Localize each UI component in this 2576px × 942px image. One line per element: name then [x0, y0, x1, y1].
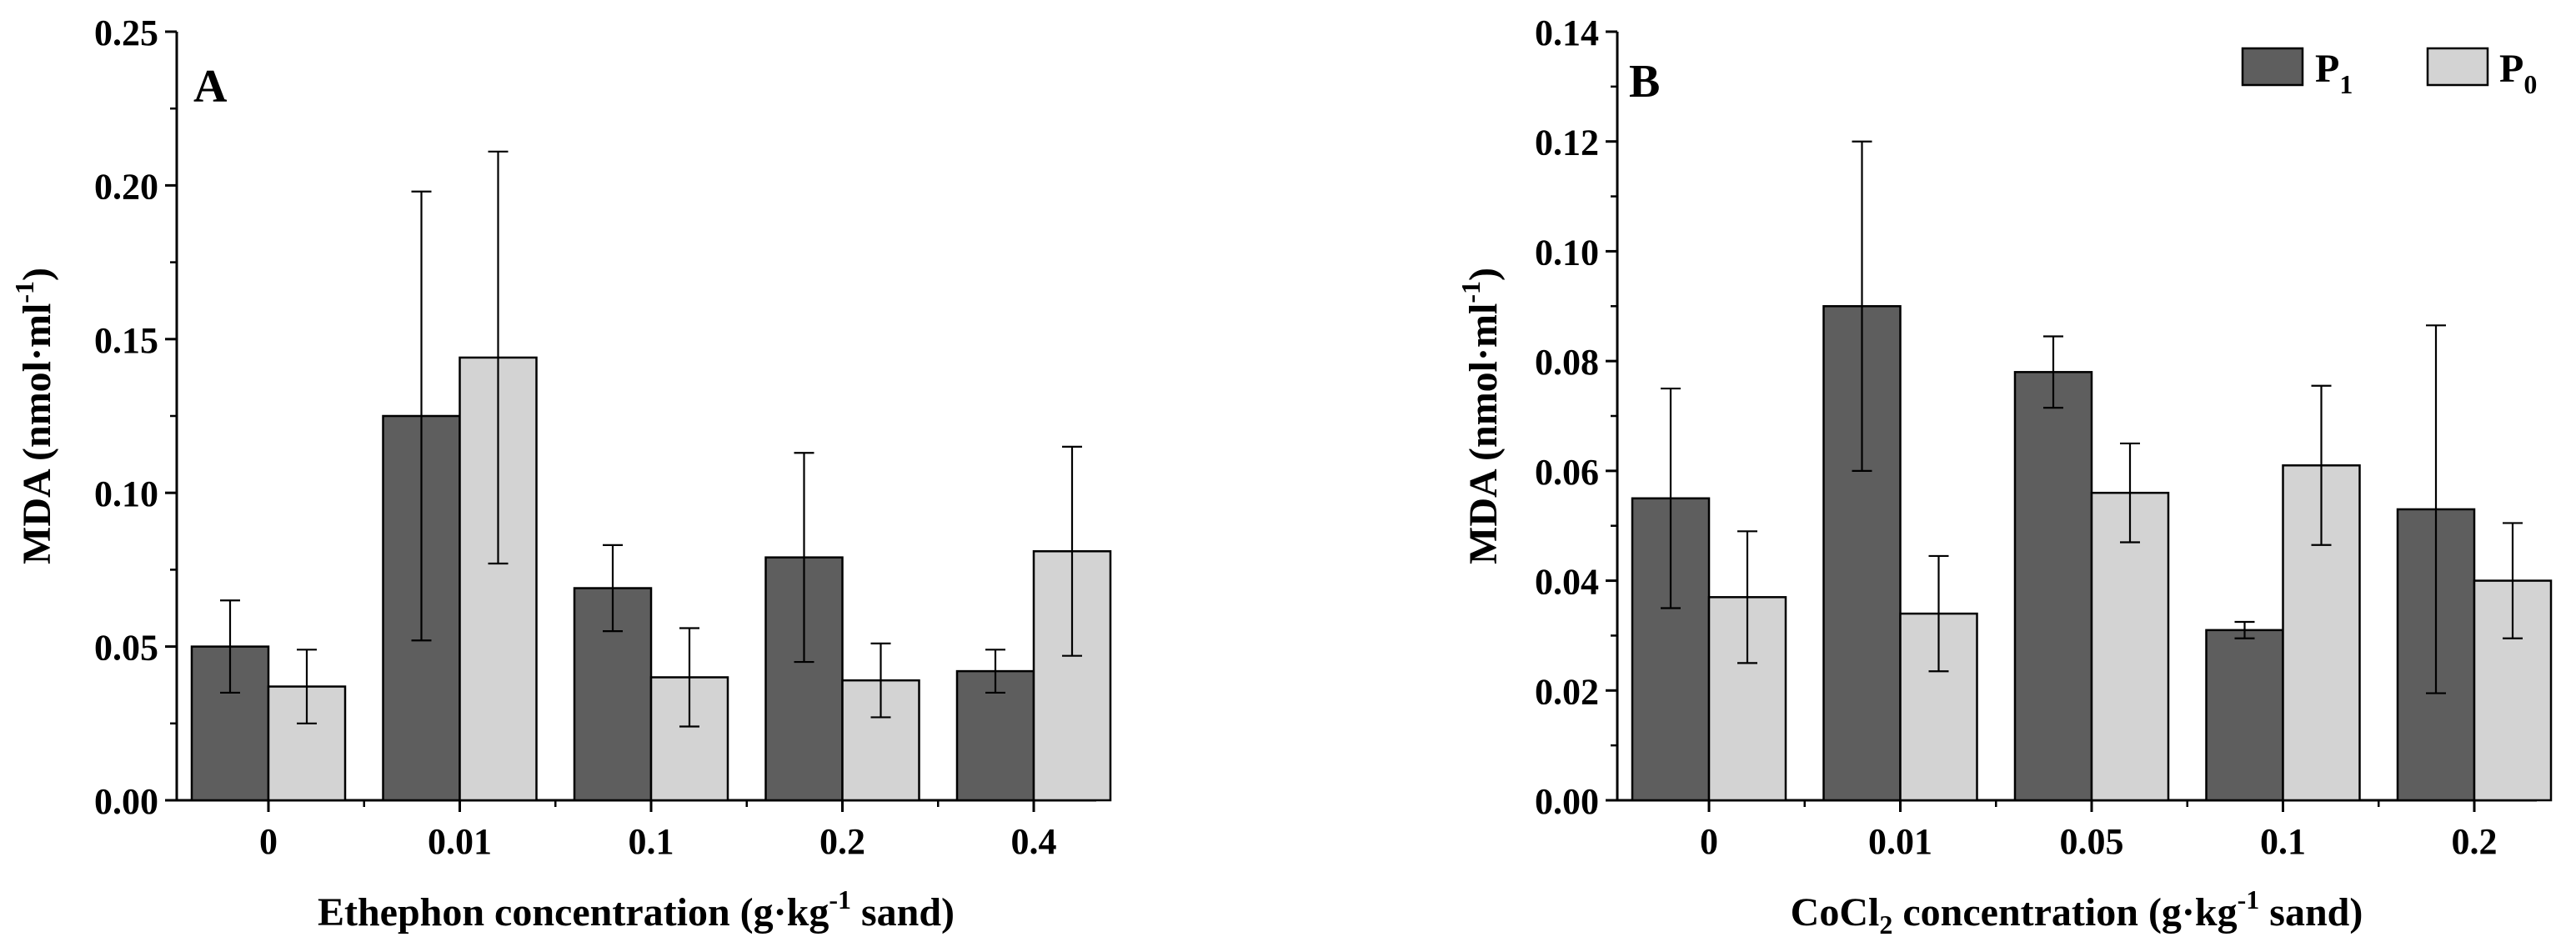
panel-b-x-tick-label: 0.05 [2060, 821, 2124, 862]
panel-a-x-axis-title: Ethephon concentration (g·kg-1 sand) [318, 884, 955, 934]
panel-b-error-bar-p1 [1852, 140, 1872, 472]
panel-a-error-bar-p0 [297, 649, 317, 724]
panel-b-x-tick-label: 0.2 [2452, 821, 2498, 862]
legend-label-p0: P0 [2499, 47, 2537, 99]
panel-b-error-bar-p0 [2503, 522, 2523, 639]
legend-swatch-p1 [2241, 47, 2304, 87]
panel-b-y-tick-label: 0.00 [1535, 781, 1599, 822]
panel-b-label: B [1629, 56, 1660, 108]
panel-b-y-tick-label: 0.02 [1535, 671, 1599, 712]
panel-b-chart: B MDA (nmol·ml-1) CoCl2 concentration (g… [1456, 13, 2553, 939]
panel-a-label: A [193, 61, 228, 113]
panel-a-error-bar-p1 [220, 599, 240, 694]
panel-b-x-tick-label: 0.01 [1868, 821, 1932, 862]
panel-b-error-bar-p0 [1737, 530, 1757, 664]
panel-a-x-tick-label: 0 [259, 821, 278, 862]
panel-b-bar-p1 [2205, 629, 2284, 802]
legend-label-p1: P1 [2315, 47, 2353, 99]
panel-b-y-tick-label: 0.10 [1535, 232, 1599, 273]
panel-b-x-axis-title: CoCl2 concentration (g·kg-1 sand) [1791, 884, 2363, 939]
panel-a-error-bar-p0 [488, 150, 509, 565]
panel-a-error-bar-p1 [985, 649, 1005, 694]
panel-a-bar-p0 [267, 685, 347, 802]
panel-a-y-axis-title: MDA (nmol·ml-1) [9, 268, 59, 564]
panel-a-error-bar-p1 [794, 452, 814, 664]
legend-swatch-p0 [2426, 47, 2489, 87]
panel-b-y-tick-label: 0.06 [1535, 452, 1599, 493]
panel-a-x-tick-label: 0.2 [819, 821, 865, 862]
panel-b-y-tick-label: 0.08 [1535, 342, 1599, 383]
panel-a-y-tick-label: 0.10 [94, 474, 158, 514]
panel-a-y-tick-label: 0.25 [94, 13, 158, 53]
panel-a-x-tick-label: 0.1 [629, 821, 674, 862]
panel-a-error-bar-p0 [1062, 445, 1082, 657]
panel-b-error-bar-p1 [2426, 324, 2446, 694]
panel-b-x-tick-label: 0 [1700, 821, 1718, 862]
panel-b-error-bar-p1 [2043, 335, 2063, 409]
panel-a-y-tick-label: 0.05 [94, 628, 158, 669]
panel-b-x-tick-label: 0.1 [2260, 821, 2306, 862]
legend: P1 P0 [2241, 47, 2537, 99]
panel-a-y-tick-label: 0.15 [94, 320, 158, 361]
panel-a-error-bar-p1 [603, 544, 623, 633]
panel-b-y-tick-label: 0.14 [1535, 13, 1599, 53]
panel-b-error-bar-p0 [2311, 384, 2332, 546]
panel-a-x-tick-label: 0.01 [428, 821, 492, 862]
panel-b-bar-p0 [2090, 491, 2170, 802]
panel-a-error-bar-p0 [870, 642, 891, 719]
panel-a-y-tick-label: 0.20 [94, 166, 158, 207]
panel-a-error-bar-p0 [679, 627, 699, 728]
panel-b-y-tick-label: 0.04 [1535, 562, 1599, 603]
panel-a-chart: A MDA (nmol·ml-1) Ethephon concentration… [9, 13, 1112, 934]
panel-b-y-tick-label: 0.12 [1535, 123, 1599, 163]
panel-a-y-tick-label: 0.00 [94, 781, 158, 822]
panel-b-y-axis-title: MDA (nmol·ml-1) [1456, 268, 1506, 564]
panel-b-error-bar-p0 [2120, 442, 2140, 544]
panel-b-error-bar-p0 [1928, 554, 1949, 673]
panel-b-bar-p1 [2013, 371, 2093, 802]
panel-b-error-bar-p1 [1661, 387, 1681, 609]
panel-b-error-bar-p1 [2234, 620, 2255, 639]
panel-a-error-bar-p1 [411, 190, 432, 642]
panel-a-x-tick-label: 0.4 [1011, 821, 1057, 862]
